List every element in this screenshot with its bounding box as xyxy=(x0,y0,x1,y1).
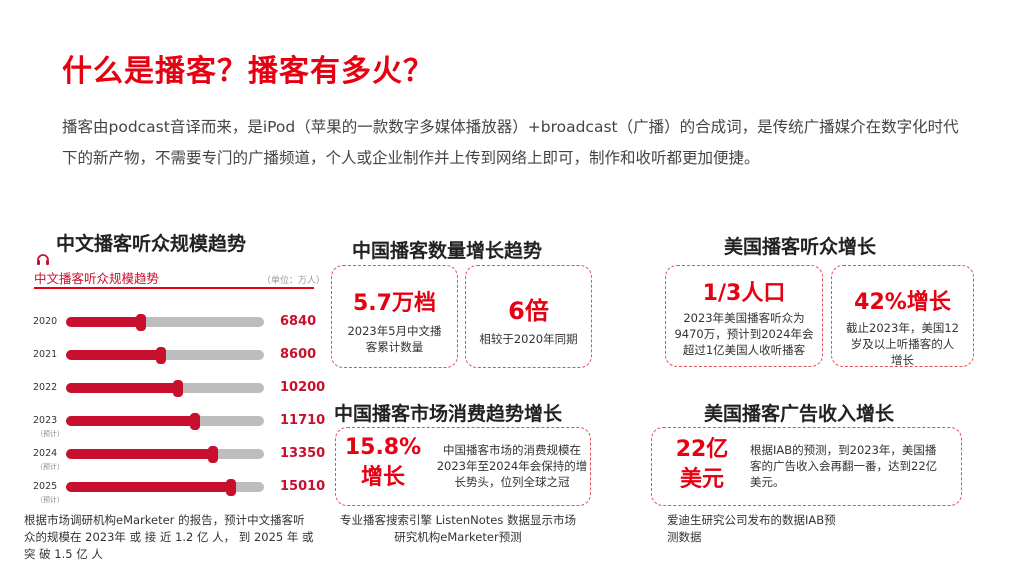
us-listeners-card-1-text: 2023年美国播客听众为9470万，预计到2024年会超过1亿美国人收听播客 xyxy=(674,311,814,357)
cn-market-card: 15.8% 增长 中国播客市场的消费规模在2023年至2024年会保持的增长势头… xyxy=(335,427,591,506)
chart-year-label: 2025 xyxy=(33,481,58,492)
chart-bar xyxy=(66,383,178,393)
chart-bar xyxy=(66,350,161,360)
page-title: 什么是播客？播客有多火？ xyxy=(62,54,434,89)
chart-year-label: 2020 xyxy=(33,316,58,327)
cn-count-card-2: 6倍 相较于2020年同期 xyxy=(465,265,592,368)
chart-value-label: 15010 xyxy=(280,479,326,494)
chart-bar-marker xyxy=(173,380,183,397)
chart-bar-marker xyxy=(190,413,200,430)
chart-bar xyxy=(66,449,213,459)
cn-count-card-1-big: 5.7万档 xyxy=(353,291,436,316)
chart-bar-marker xyxy=(208,446,218,463)
section-title-us-ads: 美国播客广告收入增长 xyxy=(704,403,895,425)
us-ads-big-2: 美元 xyxy=(679,467,724,492)
chart-value-label: 8600 xyxy=(280,347,317,362)
chart-year-label: 2022 xyxy=(33,382,58,393)
cn-market-big-2: 增长 xyxy=(360,465,405,490)
cn-count-card-2-text: 相较于2020年同期 xyxy=(479,332,578,346)
section-title-us-listeners: 美国播客听众增长 xyxy=(724,236,877,258)
section-title-cn-listeners: 中文播客听众规模趋势 xyxy=(56,233,247,255)
us-listeners-card-1-big: 1/3人口 xyxy=(702,281,786,306)
us-listeners-card-1: 1/3人口 2023年美国播客听众为9470万，预计到2024年会超过1亿美国人… xyxy=(665,265,823,367)
chart-bar xyxy=(66,317,141,327)
chart-unit: （单位：万人） xyxy=(262,276,326,286)
chart-year-label: 2024 xyxy=(33,448,58,459)
us-listeners-card-2-text: 截止2023年，美国12岁及以上听播客的人增长 xyxy=(846,321,959,367)
chart-year-label: 2021 xyxy=(33,349,58,360)
chart-divider xyxy=(34,287,314,289)
cn-market-note: 专业播客搜索引擎 ListenNotes 数据显示市场研究机构eMarketer… xyxy=(340,513,576,544)
section-title-cn-count: 中国播客数量增长趋势 xyxy=(352,240,543,262)
cn-listeners-note: 根据市场调研机构eMarketer 的报告，预计中文播客听众的规模在 2023年… xyxy=(24,513,314,561)
us-listeners-card-2: 42%增长 截止2023年，美国12岁及以上听播客的人增长 xyxy=(831,265,974,367)
cn-market-text: 中国播客市场的消费规模在2023年至2024年会保持的增长势头，位列全球之冠 xyxy=(436,443,588,489)
chart-value-label: 13350 xyxy=(280,446,326,461)
chart-bar xyxy=(66,416,195,426)
chart-bar-marker xyxy=(226,479,236,496)
section-title-cn-market: 中国播客市场消费趋势增长 xyxy=(334,403,563,425)
us-ads-big-1: 22亿 xyxy=(675,437,729,462)
chart-year-sublabel: （预计） xyxy=(36,430,64,438)
cn-count-card-2-big: 6倍 xyxy=(508,297,549,325)
chart-title: 中文播客听众规模趋势 xyxy=(34,271,160,286)
chart-value-label: 10200 xyxy=(280,380,326,395)
chart-year-sublabel: （预计） xyxy=(36,463,64,471)
cn-market-big-1: 15.8% xyxy=(344,435,422,460)
chart-bar-marker xyxy=(136,314,146,331)
chart-value-label: 6840 xyxy=(280,314,317,329)
us-ads-text: 根据IAB的预测，到2023年，美国播客的广告收入会再翻一番，达到22亿美元。 xyxy=(750,443,938,489)
us-ads-note: 爱迪生研究公司发布的数据IAB预测数据 xyxy=(667,513,836,544)
intro-paragraph: 播客由podcast音译而来，是iPod（苹果的一款数字多媒体播放器）+broa… xyxy=(62,118,959,167)
headphones-icon xyxy=(37,254,49,265)
cn-count-card-1-text: 2023年5月中文播客累计数量 xyxy=(347,324,442,354)
chart-year-label: 2023 xyxy=(33,415,58,426)
us-listeners-card-2-big: 42%增长 xyxy=(854,290,951,315)
chart-bar-track xyxy=(66,317,264,327)
chart-bar-marker xyxy=(156,347,166,364)
cn-count-card-1: 5.7万档 2023年5月中文播客累计数量 xyxy=(331,265,458,368)
us-ads-card: 22亿 美元 根据IAB的预测，到2023年，美国播客的广告收入会再翻一番，达到… xyxy=(651,427,962,506)
chart-year-sublabel: （预计） xyxy=(36,496,64,504)
chart-bar xyxy=(66,482,231,492)
chart-value-label: 11710 xyxy=(280,413,326,428)
